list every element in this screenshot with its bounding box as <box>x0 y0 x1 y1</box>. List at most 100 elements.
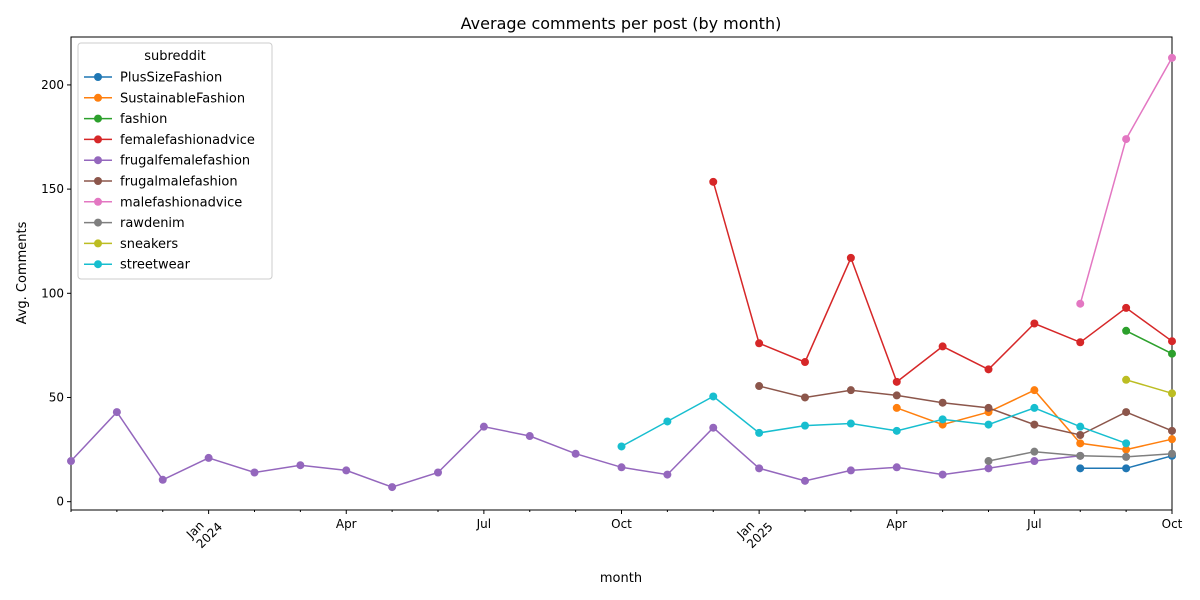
data-point <box>801 393 809 402</box>
legend-item-plussizefashion: PlusSizeFashion <box>84 71 222 86</box>
legend-item-femalefashionadvice: femalefashionadvice <box>84 133 255 148</box>
legend-label: streetwear <box>120 258 191 273</box>
legend-item-sustainablefashion: SustainableFashion <box>84 91 245 106</box>
data-point <box>250 468 259 477</box>
legend-item-fashion: fashion <box>84 112 167 127</box>
data-point <box>846 253 855 262</box>
legend-marker <box>94 177 102 185</box>
legend-label: femalefashionadvice <box>120 133 255 148</box>
data-point <box>1168 449 1176 458</box>
data-point <box>1076 430 1085 439</box>
y-tick-label: 50 <box>49 390 64 404</box>
data-point <box>892 391 901 400</box>
y-tick-label: 100 <box>41 286 64 300</box>
y-axis-label: Avg. Comments <box>15 221 30 324</box>
data-point <box>1122 375 1131 384</box>
data-point <box>846 386 855 395</box>
legend-marker <box>94 197 102 206</box>
legend-title: subreddit <box>144 49 206 64</box>
data-point <box>112 408 121 417</box>
data-point <box>158 475 167 484</box>
data-point <box>801 421 809 430</box>
x-tick-label: Oct <box>1162 517 1183 531</box>
data-point <box>434 468 442 477</box>
data-point <box>938 415 947 424</box>
y-axis: 0 50 100 150 200 <box>41 78 71 509</box>
legend-item-frugalfemalefashion: frugalfemalefashion <box>84 154 250 169</box>
legend-item-malefashionadvice: malefashionadvice <box>84 195 242 210</box>
legend-label: malefashionadvice <box>120 195 242 210</box>
chart-title: Average comments per post (by month) <box>461 14 782 33</box>
data-point <box>1076 422 1085 431</box>
legend-marker <box>94 239 102 248</box>
legend-marker <box>94 114 102 123</box>
data-point <box>938 398 947 407</box>
data-point <box>663 470 672 479</box>
data-point <box>1168 337 1176 346</box>
data-point <box>892 403 901 412</box>
data-point <box>1122 303 1131 312</box>
legend-marker <box>94 135 102 144</box>
series-layer <box>67 53 1176 492</box>
data-point <box>984 365 993 374</box>
data-point <box>296 461 305 470</box>
y-tick-label: 150 <box>41 182 64 196</box>
x-axis-label: month <box>600 571 642 586</box>
data-point <box>1030 403 1039 412</box>
legend-item-rawdenim: rawdenim <box>84 216 185 231</box>
data-point <box>1168 426 1176 435</box>
data-point <box>1030 447 1039 456</box>
data-point <box>1122 326 1131 335</box>
data-point <box>892 377 901 386</box>
data-point <box>1122 445 1131 454</box>
legend-marker <box>94 156 102 165</box>
data-point <box>1122 135 1131 144</box>
legend-label: SustainableFashion <box>120 91 245 106</box>
legend-marker <box>94 260 102 269</box>
data-point <box>1030 457 1039 466</box>
data-point <box>709 423 718 432</box>
data-point <box>1076 451 1085 460</box>
data-point <box>755 464 764 473</box>
x-tick-label: Oct <box>611 517 632 531</box>
data-point <box>846 466 855 475</box>
series-rawdenim <box>984 447 1176 466</box>
series-sneakers <box>1122 375 1176 398</box>
data-point <box>1122 408 1131 417</box>
series-line-streetwear <box>621 395 1127 448</box>
legend-marker <box>94 93 102 102</box>
data-point <box>1168 435 1176 444</box>
x-tick-label: Apr <box>336 517 357 531</box>
series-line-frugalmalefashion <box>758 385 1173 436</box>
data-point <box>984 420 993 429</box>
data-point <box>801 476 809 485</box>
data-point <box>892 426 901 435</box>
data-point <box>67 457 75 466</box>
series-streetwear <box>617 392 1131 451</box>
legend-item-frugalmalefashion: frugalmalefashion <box>84 175 238 190</box>
data-point <box>709 177 718 186</box>
data-point <box>1168 389 1176 398</box>
data-point <box>617 442 626 451</box>
legend-frame <box>77 42 273 280</box>
data-point <box>1076 299 1085 308</box>
series-line-malefashionadvice <box>1079 57 1173 304</box>
data-point <box>984 403 993 412</box>
legend: subreddit PlusSizeFashion SustainableFash… <box>77 42 273 280</box>
data-point <box>801 358 809 367</box>
data-point <box>938 470 947 479</box>
data-point <box>1030 386 1039 395</box>
y-tick-label: 200 <box>41 78 64 92</box>
data-point <box>571 449 580 458</box>
series-femalefashionadvice <box>709 177 1176 386</box>
legend-item-sneakers: sneakers <box>84 237 178 252</box>
x-tick-label: Apr <box>886 517 907 531</box>
legend-marker <box>94 218 102 227</box>
series-line-fashion <box>1125 330 1173 355</box>
data-point <box>892 463 901 472</box>
data-point <box>1076 464 1085 473</box>
x-axis: Jan2024 Apr Jul Oct Jan2025 Apr Jul Oct <box>70 510 1183 551</box>
data-point <box>709 392 718 401</box>
data-point <box>984 457 993 466</box>
